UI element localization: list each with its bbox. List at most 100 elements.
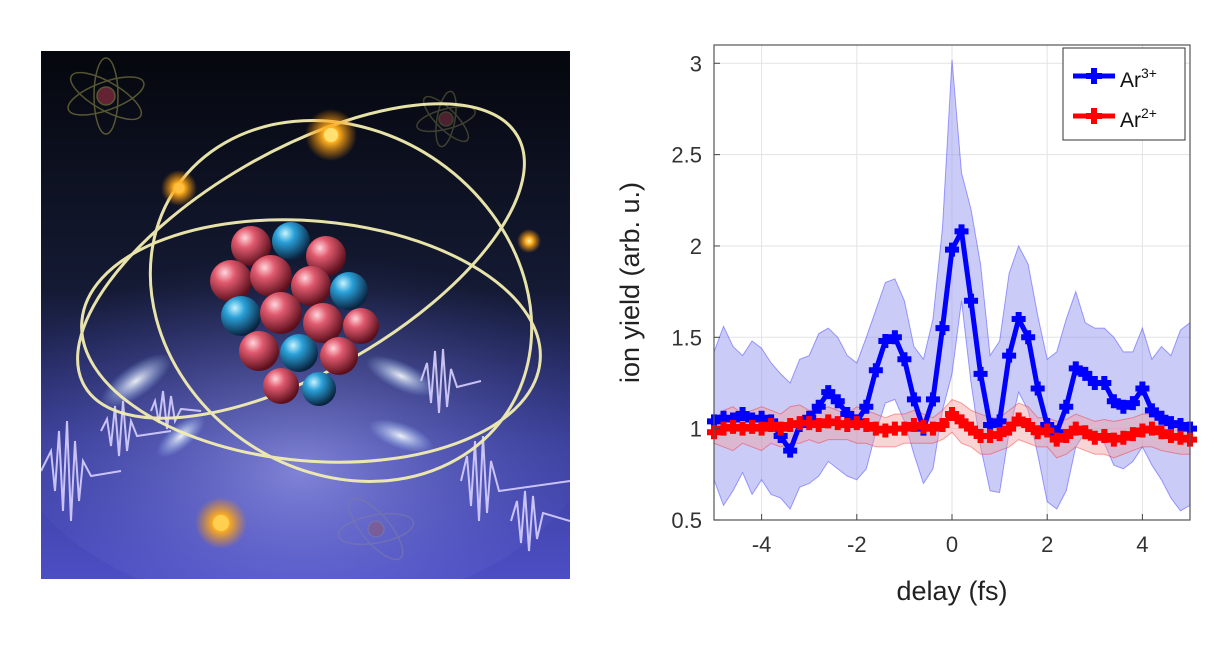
y-tick-label: 0.5 xyxy=(671,508,702,533)
data-point-ar2 xyxy=(849,416,864,431)
data-point-ar3 xyxy=(840,407,855,422)
y-tick-label: 2.5 xyxy=(671,143,702,168)
x-tick-label: -2 xyxy=(847,532,867,557)
data-point-ar2 xyxy=(764,418,779,432)
data-point-ar3 xyxy=(1049,425,1064,440)
data-point-ar3 xyxy=(992,414,1007,429)
data-point-ar3 xyxy=(1030,381,1045,396)
y-tick-label: 3 xyxy=(690,51,702,76)
data-point-ar3 xyxy=(1173,418,1188,432)
data-point-ar3 xyxy=(783,443,798,458)
data-point-ar2 xyxy=(783,418,798,432)
data-point-ar2 xyxy=(954,414,969,429)
data-point-ar2 xyxy=(868,421,883,436)
data-point-ar3 xyxy=(1163,416,1178,431)
data-point-ar2 xyxy=(859,418,874,432)
data-point-ar2 xyxy=(973,428,988,443)
data-point-ar3 xyxy=(1135,381,1150,396)
legend-label-ar3: Ar3+ xyxy=(1120,65,1157,92)
legend-entry-ar2: Ar2+ xyxy=(1073,105,1157,132)
series-markers xyxy=(707,224,1197,458)
data-point-ar3 xyxy=(887,330,902,345)
data-point-ar2 xyxy=(1116,430,1131,445)
data-point-ar2 xyxy=(821,414,836,429)
small-atom-icon xyxy=(416,90,476,148)
data-point-ar3 xyxy=(1106,394,1121,409)
data-point-ar2 xyxy=(1173,430,1188,445)
data-point-ar2 xyxy=(992,427,1007,442)
legend-marker-ar2 xyxy=(1086,108,1102,124)
data-point-ar3 xyxy=(1002,348,1017,363)
data-point-ar2 xyxy=(1040,423,1055,438)
data-point-ar3 xyxy=(1116,399,1131,414)
grid xyxy=(714,45,1190,521)
data-point-ar3 xyxy=(935,321,950,336)
data-point-ar3 xyxy=(821,385,836,400)
data-point-ar2 xyxy=(1021,418,1036,432)
data-point-ar2 xyxy=(726,419,741,434)
y-axis-label: ion yield (arb. u.) xyxy=(615,182,645,383)
legend-label-ar2: Ar2+ xyxy=(1120,105,1157,132)
x-tick-label: 2 xyxy=(1041,532,1053,557)
data-point-ar2 xyxy=(1154,425,1169,440)
data-point-ar3 xyxy=(1021,330,1036,345)
data-point-ar3 xyxy=(897,352,912,367)
data-point-ar2 xyxy=(1011,412,1026,427)
data-point-ar2 xyxy=(754,421,769,436)
data-point-ar3 xyxy=(964,293,979,308)
data-point-ar2 xyxy=(830,416,845,431)
data-point-ar2 xyxy=(802,416,817,431)
legend-marker-ar3 xyxy=(1086,68,1102,84)
data-point-ar2 xyxy=(1059,428,1074,443)
data-point-ar2 xyxy=(1002,421,1017,436)
data-point-ar3 xyxy=(906,392,921,407)
data-point-ar3 xyxy=(1087,375,1102,390)
data-point-ar3 xyxy=(735,407,750,422)
data-point-ar2 xyxy=(716,421,731,436)
nucleus-icon xyxy=(210,222,379,406)
data-point-ar2 xyxy=(792,416,807,431)
data-point-ar3 xyxy=(830,394,845,409)
ticks: -4 -2 0 2 4 0.5 1 1.5 2 2.5 3 xyxy=(671,51,1148,557)
data-point-ar2 xyxy=(1144,421,1159,436)
data-point-ar3 xyxy=(868,363,883,378)
data-point-ar2 xyxy=(897,421,912,436)
data-point-ar3 xyxy=(878,333,893,348)
data-point-ar3 xyxy=(983,418,998,432)
data-point-ar2 xyxy=(887,421,902,436)
data-point-ar3 xyxy=(1011,312,1026,327)
data-point-ar3 xyxy=(1144,403,1159,418)
data-point-ar2 xyxy=(925,421,940,436)
atom-illustration xyxy=(41,51,570,579)
data-point-ar2 xyxy=(735,421,750,436)
data-point-ar3 xyxy=(726,412,741,427)
data-point-ar3 xyxy=(1068,361,1083,376)
data-point-ar3 xyxy=(716,410,731,425)
data-point-ar3 xyxy=(925,392,940,407)
data-point-ar2 xyxy=(916,419,931,434)
data-point-ar2 xyxy=(773,421,788,436)
x-tick-label: 0 xyxy=(946,532,958,557)
legend: Ar3+ Ar2+ xyxy=(1062,47,1186,141)
data-point-ar2 xyxy=(840,418,855,432)
data-point-ar2 xyxy=(983,428,998,443)
data-point-ar3 xyxy=(973,366,988,381)
x-axis-label: delay (fs) xyxy=(896,576,1007,606)
data-point-ar2 xyxy=(1068,421,1083,436)
data-point-ar3 xyxy=(954,224,969,239)
data-point-ar2 xyxy=(1163,428,1178,443)
data-point-ar3 xyxy=(945,242,959,257)
data-point-ar3 xyxy=(773,428,788,443)
data-point-ar3 xyxy=(1097,375,1112,390)
y-tick-label: 1 xyxy=(690,417,702,442)
y-tick-label: 2 xyxy=(690,234,702,259)
data-point-ar3 xyxy=(1154,410,1169,425)
data-point-ar2 xyxy=(1135,423,1150,438)
x-tick-label: -4 xyxy=(752,532,772,557)
electron-icon xyxy=(517,229,541,253)
data-point-ar2 xyxy=(906,418,921,432)
data-point-ar2 xyxy=(745,419,760,434)
data-point-ar2 xyxy=(878,423,893,438)
data-point-ar2 xyxy=(945,407,959,422)
small-atom-icon xyxy=(337,497,415,561)
